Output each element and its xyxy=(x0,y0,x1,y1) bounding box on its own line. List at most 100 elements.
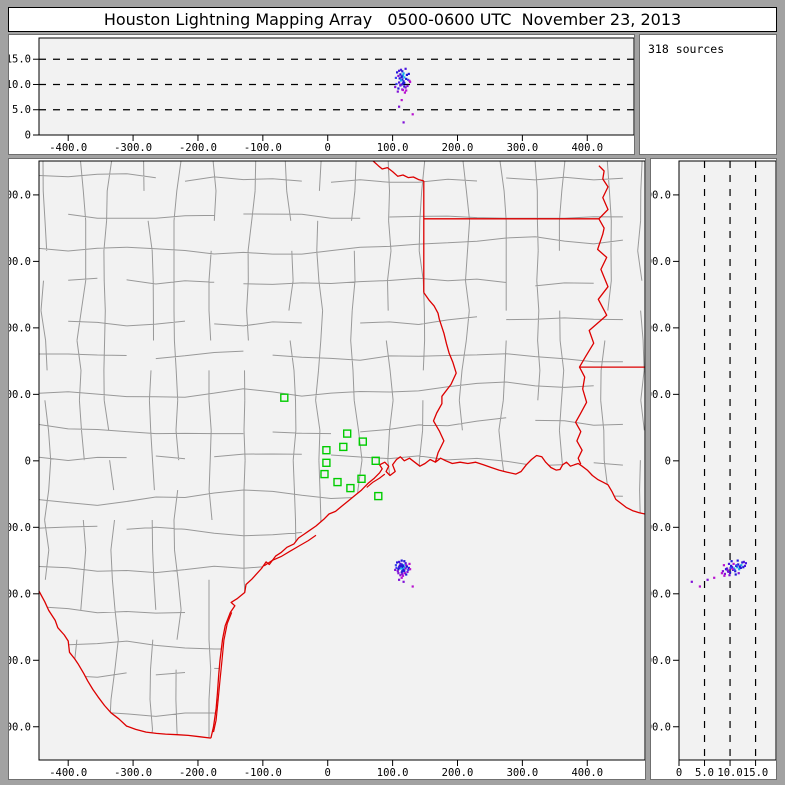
lightning-source-point xyxy=(407,566,410,569)
lightning-source-point xyxy=(404,86,407,89)
plan-view-group: 400.0 300.0 200.0 100.0 0 -100.0 -200.0 -300.0 -… xyxy=(9,160,645,779)
lightning-source-point xyxy=(404,562,407,565)
tick-label: -400.0 xyxy=(49,767,87,779)
tick-label: -200.0 xyxy=(179,142,217,154)
lightning-source-point xyxy=(399,574,402,577)
lightning-source-point xyxy=(727,570,730,573)
lma-station-marker xyxy=(343,429,352,438)
ns-altitude-panel: 400.0 300.0 200.0 100.0 0 -100.0 -200.0 -300.0 -… xyxy=(650,158,777,780)
tick-label: 300.0 xyxy=(9,256,31,268)
lightning-source-point xyxy=(400,576,403,579)
tick-label: 5.0 xyxy=(12,104,31,116)
tick-label: 10.0 xyxy=(717,767,742,779)
tick-label: -100.0 xyxy=(244,767,282,779)
lightning-source-point xyxy=(396,570,399,573)
lightning-source-point xyxy=(730,560,733,563)
tick-label: 400.0 xyxy=(571,767,603,779)
tick-label: -400.0 xyxy=(9,721,31,733)
lma-station-marker xyxy=(280,393,289,402)
lightning-source-point xyxy=(400,75,403,78)
plot-background xyxy=(39,161,645,760)
lightning-source-point xyxy=(698,585,701,588)
lightning-source-point xyxy=(406,84,409,88)
lightning-source-point xyxy=(744,562,747,565)
lightning-source-point xyxy=(394,76,397,79)
tick-label: -300.0 xyxy=(114,142,152,154)
ew-altitude-plot[interactable]: 0 5.0 10.0 15.0 -400.0 -300.0 -200.0 -100.0 0 100… xyxy=(9,35,634,154)
lightning-source-point xyxy=(736,566,739,569)
lightning-source-point xyxy=(730,564,733,567)
tick-label: 300.0 xyxy=(507,767,539,779)
lightning-source-point xyxy=(397,87,400,90)
tick-label: -300.0 xyxy=(651,655,671,667)
texas-louisiana-border xyxy=(423,292,457,463)
tick-label: -200.0 xyxy=(179,767,217,779)
lightning-source-point xyxy=(720,572,723,575)
tick-label: -300.0 xyxy=(9,655,31,667)
lightning-source-point xyxy=(742,560,745,563)
lightning-source-point xyxy=(394,564,397,567)
lma-station-marker xyxy=(374,491,383,501)
lightning-source-point xyxy=(721,570,724,573)
lightning-source-point xyxy=(399,564,403,567)
barrier-island xyxy=(366,473,386,488)
lightning-source-point xyxy=(411,585,414,588)
lightning-source-point xyxy=(400,563,403,566)
lightning-source-point xyxy=(722,564,725,567)
lightning-source-point xyxy=(403,566,406,569)
lightning-source-point xyxy=(403,560,406,563)
tick-label: 0 xyxy=(25,455,31,467)
ns-altitude-plot[interactable]: 400.0 300.0 200.0 100.0 0 -100.0 -200.0 -300.0 -… xyxy=(651,159,776,779)
lightning-source-point xyxy=(397,74,400,77)
ew-alt-plot-group: 0 5.0 10.0 15.0 -400.0 -300.0 -200.0 -100.0 0 100… xyxy=(9,37,634,154)
lightning-source-point xyxy=(706,578,709,581)
tick-label: 15.0 xyxy=(9,54,31,66)
lightning-source-point xyxy=(394,568,397,571)
lightning-source-point xyxy=(735,564,738,567)
lightning-source-point xyxy=(400,99,403,102)
page-title: Houston Lightning Mapping Array 0500-060… xyxy=(103,10,682,29)
rio-grande-border xyxy=(38,590,211,739)
lightning-source-point xyxy=(405,77,408,80)
plot-background xyxy=(39,38,634,135)
tick-label: 400.0 xyxy=(571,142,603,154)
lightning-source-point xyxy=(734,573,737,576)
lightning-source-point xyxy=(738,565,741,568)
tick-label: 10.0 xyxy=(9,79,31,91)
lma-station-marker xyxy=(339,442,348,452)
lightning-source-point xyxy=(395,566,398,569)
tick-label: 0 xyxy=(665,455,671,467)
lightning-source-point xyxy=(731,568,734,571)
lightning-source-point xyxy=(401,572,404,575)
ew-altitude-panel: 0 5.0 10.0 15.0 -400.0 -300.0 -200.0 -100.0 0 100… xyxy=(8,34,635,155)
lightning-source-point xyxy=(403,572,406,575)
tick-label: 100.0 xyxy=(651,389,671,401)
lightning-source-point xyxy=(402,580,405,583)
lightning-source-point xyxy=(732,562,735,565)
lightning-source-point xyxy=(398,560,401,563)
lightning-source-point xyxy=(400,559,403,562)
lightning-source-point xyxy=(734,570,737,573)
tick-label: 400.0 xyxy=(9,189,31,201)
lightning-source-point xyxy=(407,78,410,81)
lightning-source-point xyxy=(403,91,406,94)
lma-station-marker xyxy=(357,474,366,483)
plan-view-map[interactable]: 400.0 300.0 200.0 100.0 0 -100.0 -200.0 -300.0 -… xyxy=(9,159,645,779)
lightning-source-point xyxy=(399,73,402,76)
lightning-source-point xyxy=(409,80,412,84)
lightning-source-point xyxy=(690,580,693,583)
lightning-source-point xyxy=(405,73,408,76)
lightning-source-point xyxy=(403,85,406,88)
lightning-source-point xyxy=(409,568,412,571)
lightning-source-point xyxy=(739,566,742,569)
sources-count-label: 318 sources xyxy=(648,42,725,56)
gulf-coastline xyxy=(210,454,645,739)
lightning-source-point xyxy=(401,70,404,73)
lightning-source-point xyxy=(736,559,739,562)
lightning-source-point xyxy=(742,566,745,569)
lightning-source-point xyxy=(727,562,731,565)
tick-label: 200.0 xyxy=(651,322,671,334)
tick-label: 0 xyxy=(25,130,31,142)
lightning-source-point xyxy=(406,570,409,573)
tick-label: 5.0 xyxy=(695,767,714,779)
